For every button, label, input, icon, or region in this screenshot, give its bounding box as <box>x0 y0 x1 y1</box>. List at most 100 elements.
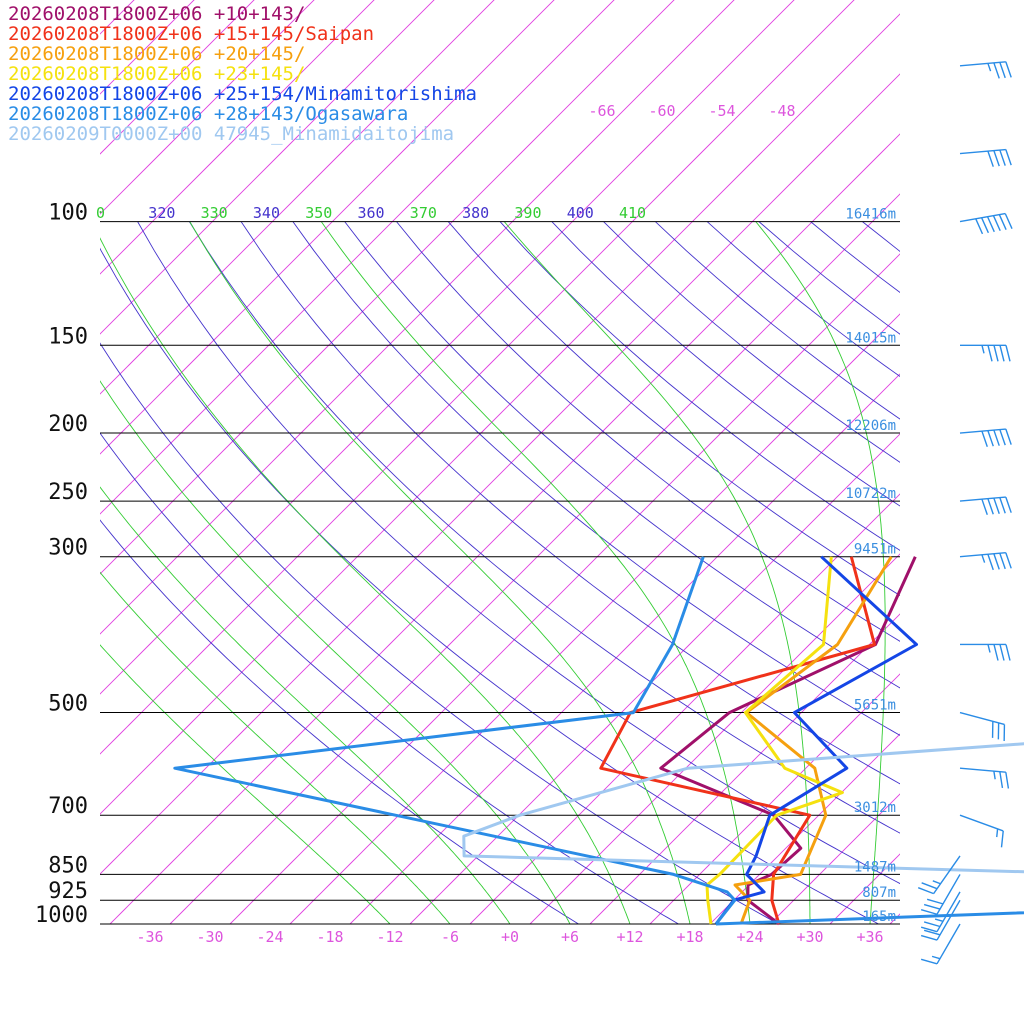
dry-adiabat-line <box>137 221 900 885</box>
isotherm-label: -54 <box>708 102 735 120</box>
height-label: 807m <box>862 885 896 901</box>
sounding-series <box>173 556 1024 926</box>
theta-label: 380 <box>462 204 489 222</box>
dewpoint-line <box>733 555 893 925</box>
dry-adiabat-line <box>344 221 900 689</box>
theta-label: 360 <box>358 204 385 222</box>
legend-item: 20260208T1800Z+06 +10+143/ <box>8 3 306 25</box>
isotherm-line <box>229 253 900 924</box>
theta-label: 350 <box>305 204 332 222</box>
dry-adiabat-line <box>706 221 900 378</box>
wind-barb-flag <box>999 345 1005 362</box>
temperature-tick-labels: -36 -30 -24 -18 -12 -6 +0 +6 +12 +18 +24 +30 +36 <box>136 928 883 946</box>
wind-barb-flag <box>999 497 1006 514</box>
height-label: 5651m <box>854 698 896 714</box>
wind-barb-flag <box>1005 149 1012 166</box>
wind-barb-flag <box>920 909 938 915</box>
wind-barb-flag <box>920 958 938 965</box>
wind-barb <box>920 891 961 933</box>
wind-barb-flag <box>999 644 1005 661</box>
wind-barb-flag <box>999 771 1004 789</box>
wind-barb-staff <box>959 711 1005 726</box>
isotherm-line <box>1010 0 1024 924</box>
dry-adiabat-line <box>396 221 900 642</box>
isotherm-line <box>109 133 900 924</box>
wind-barb-flag <box>993 429 1000 446</box>
temperature-tick-label: -36 <box>136 928 163 946</box>
wind-barb <box>959 148 1012 167</box>
wind-barb-flag <box>920 934 938 941</box>
wind-barb-staff <box>959 552 1006 558</box>
legend-item: 20260208T1800Z+06 +15+145/Saipan <box>8 23 375 45</box>
wind-barb-flag <box>999 429 1006 446</box>
wind-barb-flag <box>981 430 988 447</box>
isotherm-line <box>409 433 900 924</box>
wind-barb-flag <box>981 498 988 516</box>
temperature-tick-label: +36 <box>856 928 883 946</box>
wind-barb-flag <box>993 497 1000 514</box>
height-label: 16416m <box>845 207 896 223</box>
wind-barb-staff <box>959 148 1006 155</box>
height-label: 14015m <box>845 330 896 346</box>
theta-labels: 0 320 330 340 350 360 370 380 390 400 410 <box>96 204 646 222</box>
wind-barb-flag <box>1005 496 1012 513</box>
height-label: 3012m <box>854 800 896 816</box>
dry-adiabat-line <box>447 221 900 597</box>
theta-label: 340 <box>253 204 280 222</box>
wind-barb-flag <box>993 771 996 780</box>
wind-barb-staff <box>959 212 1006 223</box>
isotherm-line <box>349 373 900 924</box>
wind-barb <box>959 428 1012 447</box>
isotherm-line <box>829 853 900 924</box>
temperature-tick-label: -24 <box>256 928 283 946</box>
temperature-tick-label: +6 <box>561 928 579 946</box>
wind-barb <box>920 923 961 965</box>
wind-barb <box>960 344 1011 362</box>
isotherm-line <box>100 0 795 695</box>
theta-label: 330 <box>201 204 228 222</box>
wind-barb <box>960 643 1011 661</box>
wind-barb-flag <box>932 880 941 885</box>
temperature-tick-label: -30 <box>196 928 223 946</box>
pressure-label: 700 <box>48 794 88 819</box>
moist-adiabat-line <box>320 221 751 924</box>
theta-label: 410 <box>619 204 646 222</box>
wind-barb <box>959 212 1013 235</box>
pressure-label: 500 <box>48 692 88 717</box>
wind-barb-staff <box>959 61 1006 67</box>
wind-barb-staff <box>959 496 1006 502</box>
wind-barb-flag <box>1005 772 1010 789</box>
wind-barb-flag <box>986 216 995 233</box>
dry-adiabat-line <box>189 221 900 834</box>
temperature-tick-label: +0 <box>501 928 519 946</box>
legend-item: 20260208T1800Z+06 +23+145/ <box>8 63 306 85</box>
wind-barb-flag <box>926 898 944 905</box>
sounding-series <box>705 556 844 925</box>
temperature-tick-label: -6 <box>441 928 459 946</box>
temperature-tick-label: +18 <box>676 928 703 946</box>
wind-barb <box>959 552 1012 571</box>
legend: 20260208T1800Z+06 +10+143/ 20260208T1800… <box>8 4 477 144</box>
wind-barb-flag <box>987 345 993 362</box>
wind-barb-flag <box>992 215 1001 232</box>
isotherm-line <box>529 553 900 924</box>
wind-barb-staff <box>936 891 961 933</box>
height-label: 10722m <box>845 486 896 502</box>
isotherm-line <box>889 913 900 924</box>
legend-item: 20260208T1800Z+06 +20+145/ <box>8 43 306 65</box>
height-label: 165m <box>862 909 896 925</box>
dry-adiabat-line <box>810 221 900 294</box>
sounding-series <box>659 556 917 926</box>
dewpoint-line <box>173 556 737 925</box>
height-label: 9451m <box>854 542 896 558</box>
isotherm-label: -48 <box>768 102 795 120</box>
dewpoint-line <box>462 742 1024 874</box>
wind-barb <box>959 767 1010 789</box>
isotherm-line <box>289 313 900 924</box>
sounding-series <box>599 556 876 925</box>
pressure-label: 100 <box>48 201 88 226</box>
isotherm-line <box>100 0 675 575</box>
wind-barb <box>917 855 961 895</box>
wind-barb <box>920 899 961 941</box>
pressure-label: 300 <box>48 536 88 561</box>
